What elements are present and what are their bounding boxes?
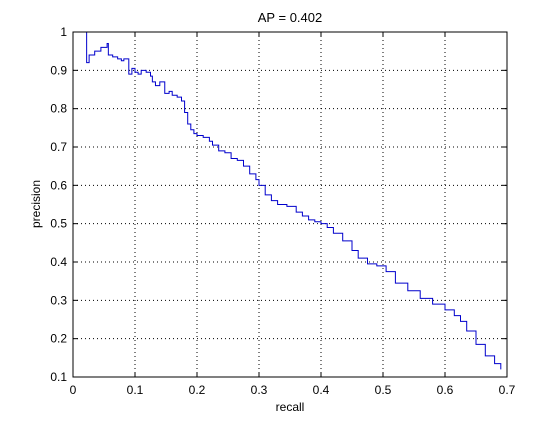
y-tick-label: 0.2	[50, 332, 67, 346]
x-tick-label: 0.6	[437, 383, 454, 397]
y-tick-label: 0.7	[50, 140, 67, 154]
grid-lines	[73, 32, 507, 377]
y-tick-label: 1	[60, 25, 67, 39]
precision-recall-line	[86, 32, 502, 370]
x-axis-label: recall	[276, 400, 305, 414]
x-tick-label: 0.3	[251, 383, 268, 397]
y-tick-labels: 0.1 0.2 0.3 0.4 0.5 0.6 0.7 0.8 0.9 1	[50, 25, 67, 384]
x-tick-label: 0	[70, 383, 77, 397]
x-tick-label: 0.7	[499, 383, 516, 397]
y-tick-label: 0.9	[50, 63, 67, 77]
plot-frame	[72, 31, 508, 378]
y-tick-label: 0.6	[50, 178, 67, 192]
x-tick-labels: 0 0.1 0.2 0.3 0.4 0.5 0.6 0.7	[70, 383, 516, 397]
plot-background	[73, 32, 507, 377]
x-tick-label: 0.2	[189, 383, 206, 397]
y-tick-label: 0.3	[50, 293, 67, 307]
y-tick-label: 0.8	[50, 102, 67, 116]
x-tick-label: 0.1	[127, 383, 144, 397]
chart-title: AP = 0.402	[258, 10, 322, 25]
y-tick-label: 0.1	[50, 370, 67, 384]
y-axis-label: precision	[29, 180, 43, 228]
x-tick-label: 0.4	[313, 383, 330, 397]
y-tick-label: 0.4	[50, 255, 67, 269]
x-tick-label: 0.5	[375, 383, 392, 397]
y-tick-label: 0.5	[50, 217, 67, 231]
